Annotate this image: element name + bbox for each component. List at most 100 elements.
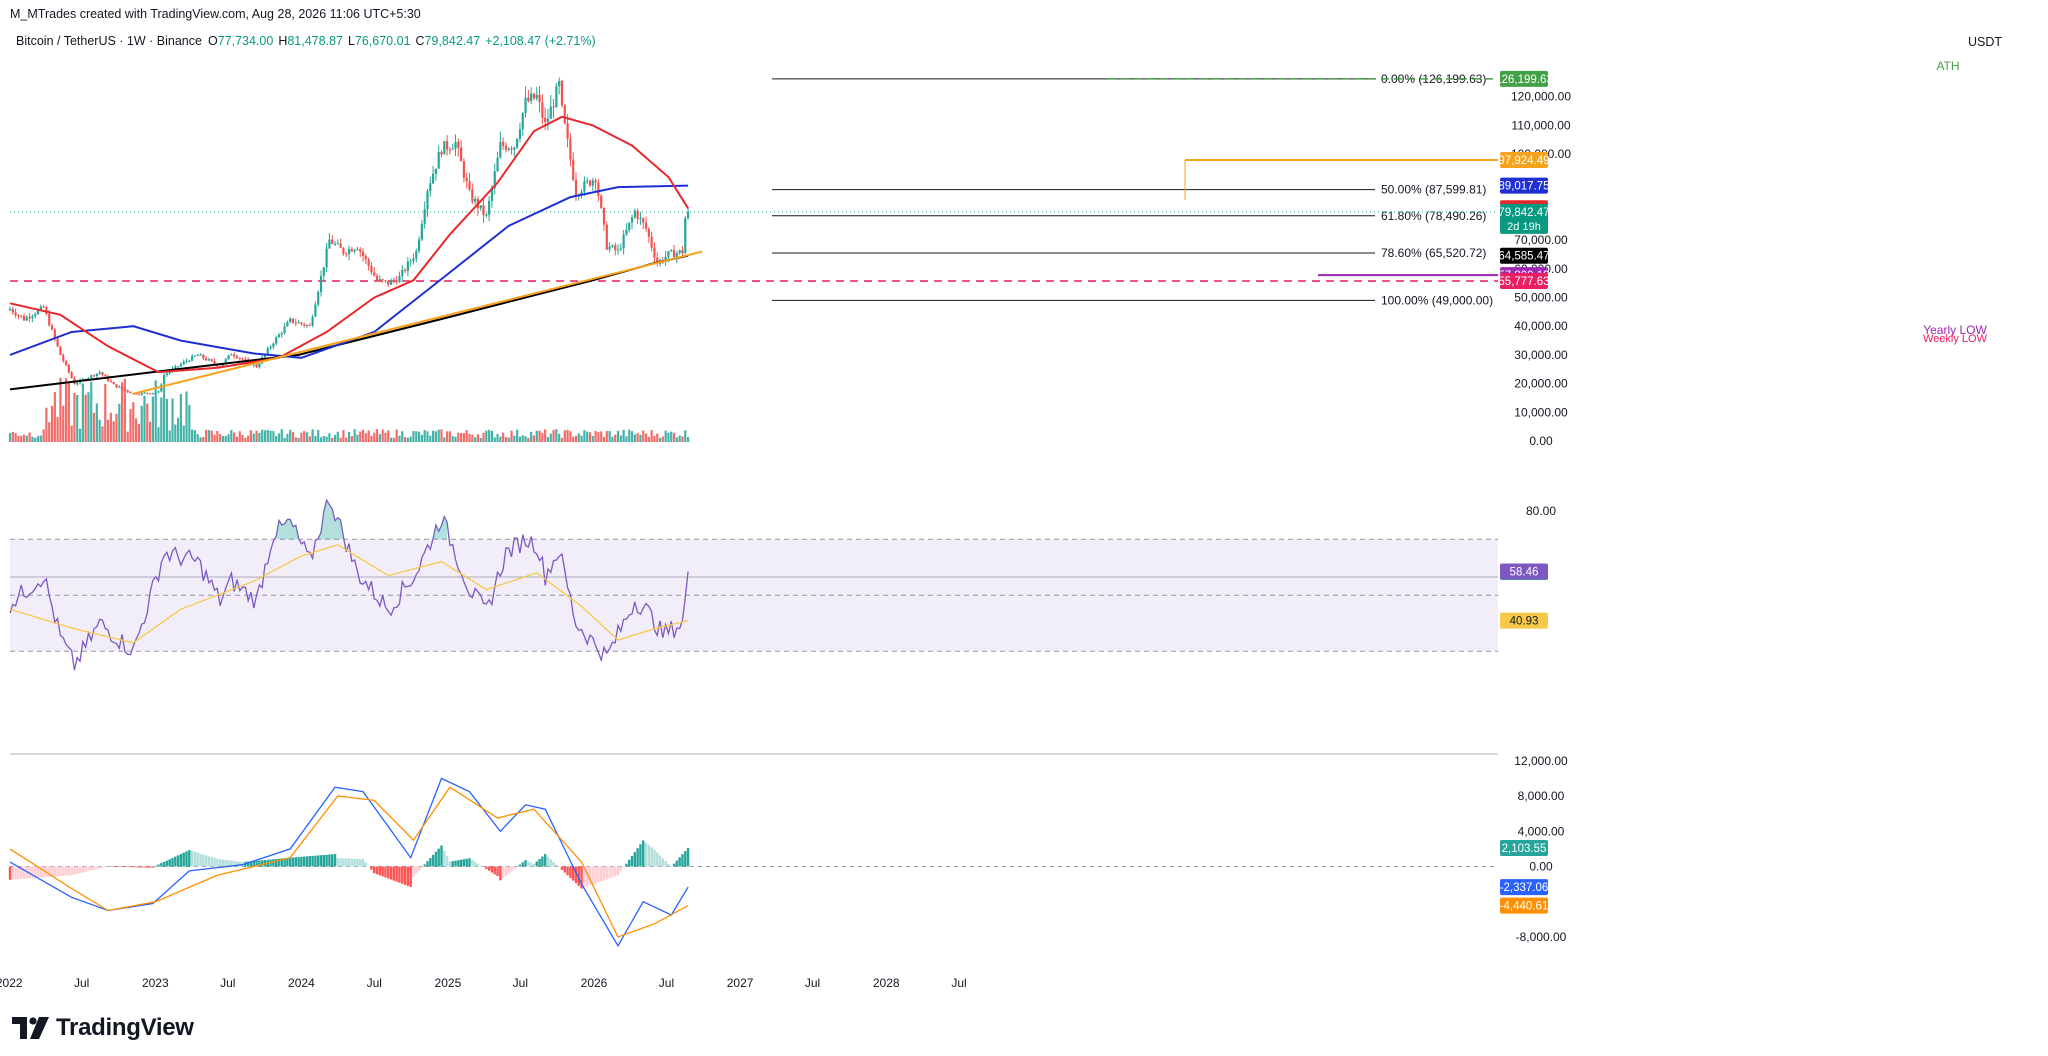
price-axis-tick-label: 110,000.00 bbox=[1511, 118, 1570, 132]
volume-bar bbox=[653, 435, 656, 442]
candle-body bbox=[277, 334, 281, 338]
macd-histogram-bar bbox=[431, 854, 435, 867]
candle-body bbox=[275, 337, 278, 344]
volume-bar bbox=[535, 430, 538, 442]
volume-bar bbox=[193, 430, 197, 442]
volume-bar bbox=[560, 437, 564, 442]
symbol-name[interactable]: Bitcoin / TetherUS · 1W · Binance bbox=[16, 34, 202, 48]
macd-histogram-bar bbox=[22, 866, 26, 879]
macd-histogram-bar bbox=[395, 866, 398, 882]
macd-histogram-bar bbox=[81, 866, 85, 873]
candle-body bbox=[129, 391, 132, 394]
candle-body bbox=[151, 392, 154, 394]
macd-histogram-bar bbox=[647, 845, 651, 867]
candle-body bbox=[90, 375, 93, 379]
candle-body bbox=[462, 161, 466, 178]
volume-bar bbox=[76, 394, 79, 442]
volume-bar bbox=[64, 378, 68, 442]
volume-bar bbox=[249, 430, 253, 442]
candle-body bbox=[350, 249, 353, 252]
macd-histogram-bar bbox=[639, 844, 642, 867]
volume-bar bbox=[499, 436, 502, 442]
volume-bar bbox=[684, 430, 687, 442]
volume-bar bbox=[502, 432, 505, 442]
candle-body bbox=[325, 248, 328, 268]
volume-bar bbox=[647, 436, 650, 442]
volume-bar bbox=[384, 432, 387, 442]
candle-body bbox=[314, 304, 317, 317]
volume-bar bbox=[39, 435, 42, 442]
candle-body bbox=[521, 113, 524, 130]
volume-bar bbox=[670, 431, 673, 442]
macd-histogram-bar bbox=[17, 866, 20, 880]
volume-bar bbox=[412, 431, 415, 442]
candle-body bbox=[252, 364, 255, 366]
candle-body bbox=[53, 329, 56, 339]
macd-histogram-bar bbox=[350, 858, 354, 867]
candle-body bbox=[137, 394, 140, 396]
volume-bar bbox=[611, 436, 614, 442]
candle-body bbox=[347, 249, 351, 255]
candle-body bbox=[263, 353, 267, 358]
macd-histogram-bar bbox=[176, 855, 180, 867]
volume-bar bbox=[401, 431, 404, 442]
currency-label[interactable]: USDT bbox=[1968, 35, 2003, 49]
volume-bar bbox=[98, 419, 101, 442]
candle-body bbox=[207, 359, 211, 361]
volume-bar bbox=[62, 405, 65, 442]
macd-histogram-bar bbox=[92, 866, 96, 870]
macd-value-text: 2,103.55 bbox=[1502, 843, 1547, 855]
fib-level-label: 78.60% (65,520.72) bbox=[1381, 246, 1486, 260]
candle-body bbox=[535, 94, 538, 99]
macd-value-text: -4,440.61 bbox=[1500, 901, 1549, 913]
volume-bar bbox=[569, 431, 572, 442]
volume-bar bbox=[115, 413, 118, 442]
symbol-legend[interactable]: Bitcoin / TetherUS · 1W · Binance O77,734… bbox=[16, 34, 596, 48]
macd-histogram-bar bbox=[555, 864, 558, 867]
macd-axis-tick-label: 12,000.00 bbox=[1514, 754, 1568, 768]
volume-bar bbox=[448, 431, 452, 442]
macd-histogram-bar bbox=[39, 866, 43, 878]
macd-histogram-bar bbox=[118, 866, 121, 867]
macd-histogram-bar bbox=[336, 858, 340, 867]
macd-histogram-bar bbox=[454, 860, 457, 867]
candle-body bbox=[504, 145, 508, 150]
volume-bar bbox=[297, 437, 300, 442]
volume-bar bbox=[403, 437, 407, 442]
tradingview-logo[interactable]: TradingView bbox=[12, 1014, 194, 1042]
macd-histogram-bar bbox=[532, 863, 536, 867]
candle-body bbox=[457, 141, 460, 148]
volume-bar bbox=[440, 429, 443, 442]
candle-body bbox=[22, 316, 26, 321]
macd-histogram-bar bbox=[59, 866, 62, 877]
volume-bar bbox=[188, 404, 191, 442]
macd-histogram-bar bbox=[8, 866, 12, 880]
volume-bar bbox=[78, 428, 82, 442]
candle-body bbox=[359, 249, 362, 252]
volume-bar bbox=[118, 403, 121, 442]
candle-body bbox=[308, 325, 311, 327]
candle-body bbox=[594, 180, 597, 183]
candle-body bbox=[361, 251, 365, 257]
macd-histogram-bar bbox=[339, 858, 342, 867]
macd-histogram-bar bbox=[345, 858, 348, 867]
candle-body bbox=[541, 102, 544, 118]
candle-body bbox=[120, 386, 124, 389]
macd-histogram-bar bbox=[513, 866, 516, 870]
macd-histogram-bar bbox=[238, 861, 241, 867]
candle-body bbox=[300, 322, 303, 324]
candle-body bbox=[560, 80, 564, 106]
macd-histogram-bar bbox=[120, 866, 124, 867]
candle-body bbox=[317, 291, 320, 305]
volume-bar bbox=[594, 431, 597, 442]
volume-bar bbox=[681, 436, 684, 442]
volume-bar bbox=[482, 432, 485, 442]
price-axis-tick-label: 50,000.00 bbox=[1514, 291, 1568, 305]
price-axis-label-text: 79,842.47 bbox=[1498, 207, 1549, 219]
candle-body bbox=[196, 354, 199, 356]
volume-bar bbox=[644, 433, 648, 442]
volume-bar bbox=[31, 436, 34, 442]
candle-body bbox=[76, 382, 79, 385]
macd-histogram-bar bbox=[479, 865, 482, 867]
